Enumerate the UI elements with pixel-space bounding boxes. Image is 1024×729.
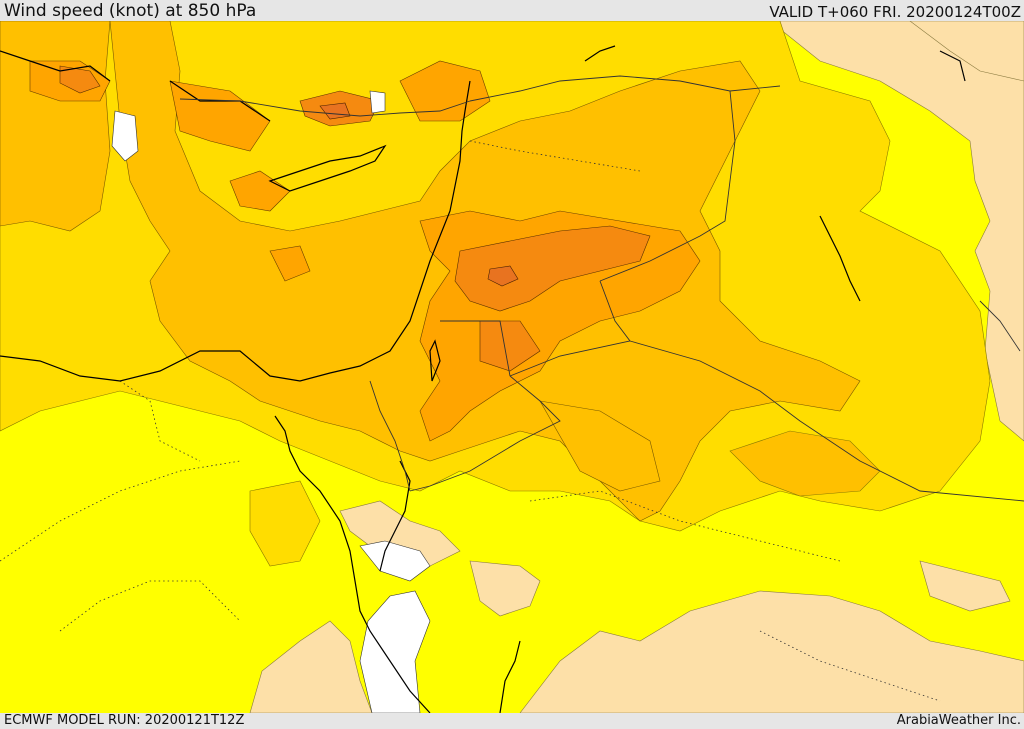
header-bar: Wind speed (knot) at 850 hPa VALID T+060… [0, 0, 1024, 21]
map-title: Wind speed (knot) at 850 hPa [4, 1, 257, 21]
gale-wind-areas [319, 102, 519, 287]
low-wind-areas [249, 21, 1024, 713]
model-run-label: ECMWF MODEL RUN: 20200121T12Z [4, 713, 245, 728]
footer-bar: ECMWF MODEL RUN: 20200121T12Z ArabiaWeat… [0, 713, 1024, 729]
calm-areas [111, 90, 431, 713]
coastlines [0, 45, 966, 713]
credit-label: ArabiaWeather Inc. [896, 713, 1021, 728]
region-boundaries [0, 140, 941, 702]
valid-time-label: VALID T+060 FRI. 20200124T00Z [769, 3, 1021, 21]
wind-speed-map[interactable] [0, 21, 1024, 713]
map-canvas[interactable] [0, 21, 1024, 713]
country-borders [179, 75, 1024, 502]
